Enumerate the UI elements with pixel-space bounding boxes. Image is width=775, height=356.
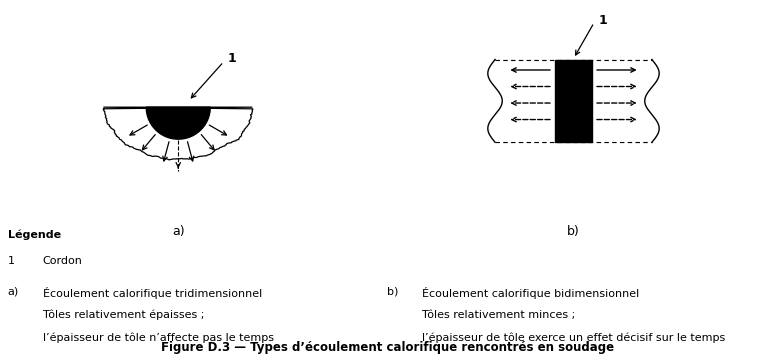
Text: 1: 1 xyxy=(598,14,607,27)
Polygon shape xyxy=(146,107,210,139)
Text: 1: 1 xyxy=(228,52,236,65)
Text: b): b) xyxy=(388,287,399,297)
Text: 1: 1 xyxy=(8,256,15,266)
Bar xyxy=(555,60,592,142)
Text: Cordon: Cordon xyxy=(43,256,82,266)
Text: l’épaisseur de tôle exerce un effet décisif sur le temps: l’épaisseur de tôle exerce un effet déci… xyxy=(422,333,725,343)
Text: Écoulement calorifique bidimensionnel: Écoulement calorifique bidimensionnel xyxy=(422,287,639,299)
Text: Tôles relativement minces ;: Tôles relativement minces ; xyxy=(422,310,576,320)
Text: Écoulement calorifique tridimensionnel: Écoulement calorifique tridimensionnel xyxy=(43,287,262,299)
Bar xyxy=(484,60,555,142)
Bar xyxy=(592,60,663,142)
Text: Tôles relativement épaisses ;: Tôles relativement épaisses ; xyxy=(43,310,204,320)
Text: l’épaisseur de tôle n’affecte pas le temps: l’épaisseur de tôle n’affecte pas le tem… xyxy=(43,333,274,343)
Text: a): a) xyxy=(8,287,19,297)
Text: Légende: Légende xyxy=(8,230,61,240)
Polygon shape xyxy=(103,107,253,160)
Text: Figure D.3 — Types d’écoulement calorifique rencontrés en soudage: Figure D.3 — Types d’écoulement calorifi… xyxy=(161,341,614,354)
Text: a): a) xyxy=(172,225,184,238)
Text: b): b) xyxy=(567,225,580,238)
